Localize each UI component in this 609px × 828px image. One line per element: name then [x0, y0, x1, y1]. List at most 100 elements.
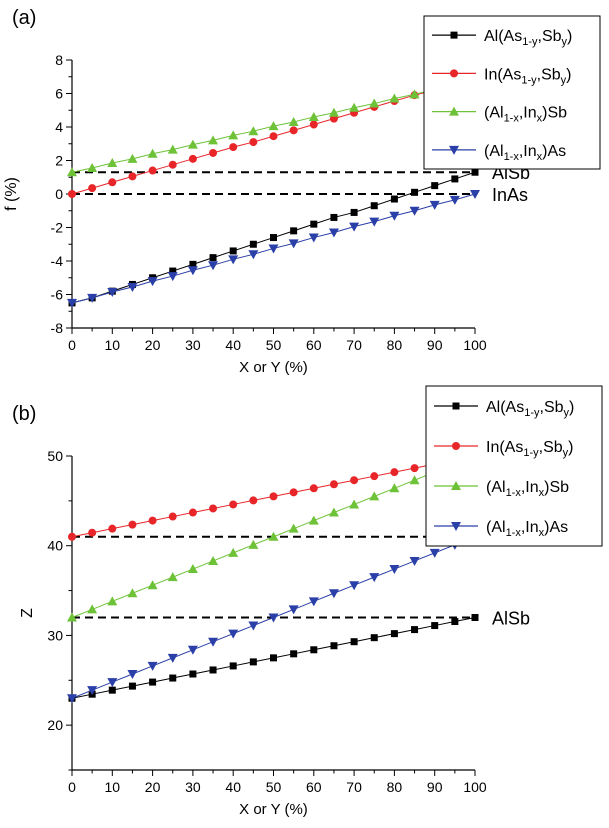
data-point [189, 670, 197, 678]
data-point [127, 153, 138, 163]
data-point [390, 195, 398, 203]
legend-text: ) [569, 399, 574, 416]
data-point [410, 464, 419, 473]
data-point [389, 565, 400, 575]
data-point [269, 492, 278, 501]
legend-subscript: 1-y [524, 407, 540, 419]
legend-label: Al(As1-y,Sby) [484, 28, 572, 48]
data-point [108, 686, 116, 694]
x-tick-label: 50 [266, 779, 282, 795]
data-point [148, 166, 157, 175]
x-tick-label: 60 [306, 337, 322, 353]
reference-label-inas: InAs [492, 185, 528, 205]
data-point [390, 468, 399, 477]
legend-text: (Al [486, 479, 506, 496]
legend-subscript: x [537, 113, 543, 125]
legend-label: In(As1-y,Sby) [486, 439, 573, 459]
x-tick-label: 40 [225, 779, 241, 795]
legend-text: ) [566, 66, 571, 83]
data-point [147, 148, 158, 158]
legend-marker [449, 106, 459, 116]
legend-text: ) [568, 439, 573, 456]
legend-subscript: x [539, 487, 545, 499]
data-point [389, 93, 400, 103]
data-point [228, 130, 239, 140]
legend-text: )Sb [544, 479, 569, 496]
data-point [310, 220, 318, 228]
legend: Al(As1-y,Sby)In(As1-y,Sby)(Al1-x,Inx)Sb(… [425, 385, 603, 547]
data-point [128, 520, 137, 529]
data-point [268, 531, 279, 541]
data-point [389, 211, 400, 221]
data-point [268, 244, 279, 254]
data-point [127, 670, 138, 680]
data-point [449, 195, 460, 205]
x-tick-label: 70 [346, 779, 362, 795]
data-point [411, 188, 419, 196]
y-tick-label: 40 [47, 538, 63, 554]
legend-marker [451, 481, 461, 490]
legend-subscript: 1-y [521, 74, 537, 86]
legend-text: In(As [486, 439, 523, 456]
x-tick-label: 50 [266, 337, 282, 353]
data-point [249, 496, 258, 505]
x-tick-label: 20 [145, 779, 161, 795]
y-tick-label: -6 [51, 287, 64, 303]
legend-subscript: 1-y [522, 36, 538, 48]
series-2 [67, 451, 480, 622]
data-point [167, 572, 178, 582]
x-tick-label: 80 [387, 779, 403, 795]
data-point [349, 499, 360, 509]
legend-label: (Al1-x,Inx)Sb [484, 105, 567, 125]
data-point [189, 260, 197, 268]
legend-text: ,In [519, 105, 537, 122]
data-point [128, 682, 136, 690]
data-point [147, 277, 158, 287]
data-point [249, 138, 258, 147]
data-point [248, 126, 259, 136]
legend-text: )Sb [542, 105, 567, 122]
legend-text: (Al [484, 105, 504, 122]
data-point [270, 654, 277, 662]
x-tick-label: 90 [427, 337, 443, 353]
data-point [328, 589, 339, 599]
y-tick-label: 20 [47, 717, 63, 733]
data-point [309, 484, 318, 493]
legend-text: ,In [519, 143, 537, 160]
data-point [87, 163, 98, 173]
data-point [349, 102, 360, 112]
legend-marker [452, 402, 460, 410]
legend-text: )As [544, 519, 568, 536]
y-tick-label: 8 [55, 52, 63, 68]
data-point [209, 148, 218, 157]
y-tick-label: -8 [51, 320, 64, 336]
data-point [350, 476, 359, 485]
data-point [67, 612, 77, 622]
legend-marker [450, 69, 458, 78]
data-point [470, 190, 480, 199]
data-point [87, 686, 98, 696]
x-tick-label: 30 [185, 337, 201, 353]
data-point [168, 160, 177, 169]
data-point [409, 556, 420, 566]
x-tick-label: 20 [145, 337, 161, 353]
legend-text: Al(As [484, 28, 522, 45]
data-point [228, 255, 239, 265]
data-point [328, 507, 339, 517]
data-point [290, 650, 298, 658]
data-point [229, 143, 238, 152]
data-point [209, 504, 218, 513]
legend-text: ,Sb [537, 66, 561, 83]
legend-label: (Al1-x,Inx)As [484, 143, 566, 163]
series-2 [67, 75, 480, 177]
legend: Al(As1-y,Sby)In(As1-y,Sby)(Al1-x,Inx)Sb(… [423, 15, 601, 170]
data-point [67, 167, 77, 177]
data-point [169, 674, 177, 682]
data-point [268, 121, 279, 131]
data-point [167, 272, 178, 282]
data-point [370, 202, 378, 210]
data-point [249, 658, 257, 666]
data-point [329, 480, 338, 489]
data-point [409, 89, 420, 99]
legend-text: ) [567, 28, 572, 45]
